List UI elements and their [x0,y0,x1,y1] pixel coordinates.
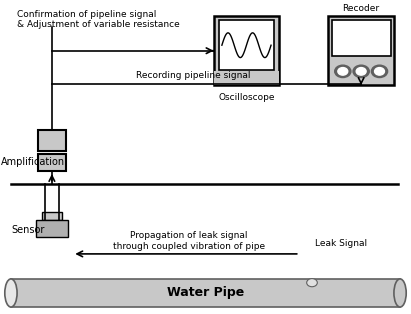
Text: Propagation of leak signal
through coupled vibration of pipe: Propagation of leak signal through coupl… [113,231,265,251]
Bar [332,20,390,56]
Bar [214,71,279,85]
Circle shape [335,65,351,78]
Circle shape [307,279,317,287]
Bar [328,16,394,85]
Bar [219,20,274,70]
Bar [35,219,68,237]
Text: Sensor: Sensor [11,225,44,236]
Text: Leak Signal: Leak Signal [314,239,367,248]
Circle shape [356,68,366,75]
Text: Oscilloscope: Oscilloscope [218,93,275,102]
Circle shape [374,68,384,75]
Bar [42,212,62,219]
Bar [214,16,279,85]
Text: Amplification: Amplification [1,157,65,167]
Circle shape [338,68,348,75]
Ellipse shape [394,279,406,307]
Circle shape [353,65,369,78]
Text: Recording pipeline signal: Recording pipeline signal [136,71,250,80]
Bar [37,154,66,171]
Circle shape [372,65,388,78]
Bar [37,130,66,151]
Ellipse shape [5,279,17,307]
Text: Water Pipe: Water Pipe [167,286,244,300]
Bar [11,279,400,307]
Text: Recoder: Recoder [343,4,380,13]
Text: Confirmation of pipeline signal
& Adjustment of variable resistance: Confirmation of pipeline signal & Adjust… [17,10,180,30]
